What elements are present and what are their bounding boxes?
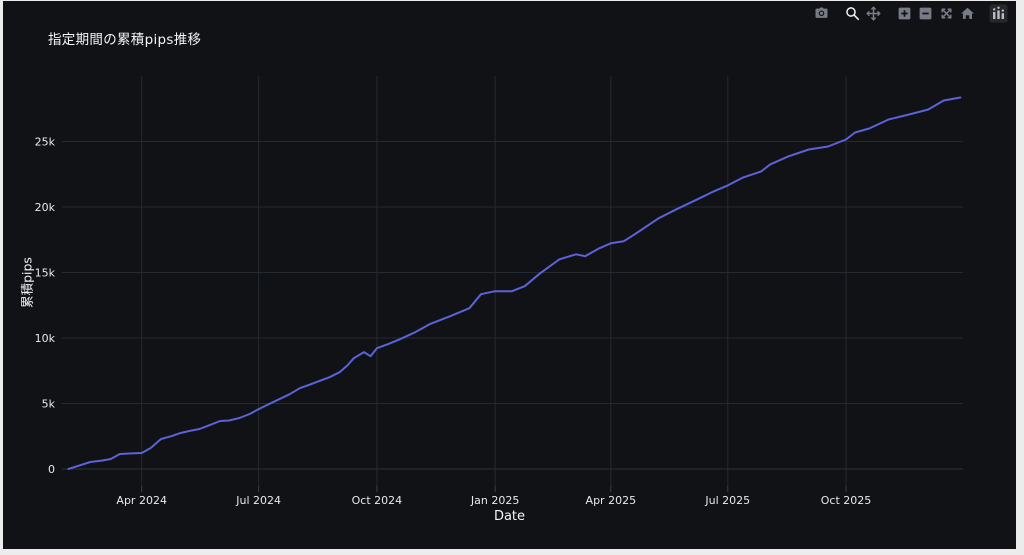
home-icon[interactable] xyxy=(958,4,977,23)
y-tick-label: 5k xyxy=(42,397,56,410)
y-axis-title: 累積pips xyxy=(19,257,35,308)
x-tick-label: Jul 2025 xyxy=(704,494,750,507)
camera-icon[interactable] xyxy=(812,4,831,23)
autoscale-icon[interactable] xyxy=(937,4,956,23)
plot-drag-area[interactable] xyxy=(62,76,963,486)
modebar-group-dragmode xyxy=(843,4,883,23)
zoom-out-icon[interactable] xyxy=(916,4,935,23)
plotly-logo-icon[interactable] xyxy=(989,4,1008,23)
x-tick-label: Jan 2025 xyxy=(470,494,519,507)
modebar-group-logo xyxy=(989,4,1008,23)
chart-panel: 0 5k 10k 15k 20k 25k Apr 2024 Jul 2024 Oct 2024 J… xyxy=(3,1,1016,549)
chart-title: 指定期間の累積pips推移 xyxy=(48,32,202,48)
cumulative-pips-line-chart[interactable]: 0 5k 10k 15k 20k 25k Apr 2024 Jul 2024 Oct 2024 J… xyxy=(3,1,1016,549)
x-tick-label: Apr 2024 xyxy=(116,494,167,507)
modebar-group-zoomscale xyxy=(895,4,977,23)
pan-icon[interactable] xyxy=(864,4,883,23)
cumulative-pips-line xyxy=(67,96,962,470)
plotly-modebar xyxy=(802,4,1008,23)
y-tick-label: 10k xyxy=(35,332,56,345)
plot-background xyxy=(3,1,1016,549)
zoom-in-icon[interactable] xyxy=(895,4,914,23)
x-tick-label: Apr 2025 xyxy=(586,494,637,507)
zoom-icon[interactable] xyxy=(843,4,862,23)
y-tick-label: 15k xyxy=(35,266,56,279)
x-tick-label: Oct 2024 xyxy=(352,494,403,507)
modebar-group-image xyxy=(812,4,831,23)
x-tick-label: Oct 2025 xyxy=(821,494,872,507)
y-tick-label: 20k xyxy=(35,201,56,214)
y-tick-label: 0 xyxy=(48,463,55,476)
x-tick-label: Jul 2024 xyxy=(235,494,281,507)
x-axis-title: Date xyxy=(493,509,526,524)
y-tick-label: 25k xyxy=(35,135,56,148)
